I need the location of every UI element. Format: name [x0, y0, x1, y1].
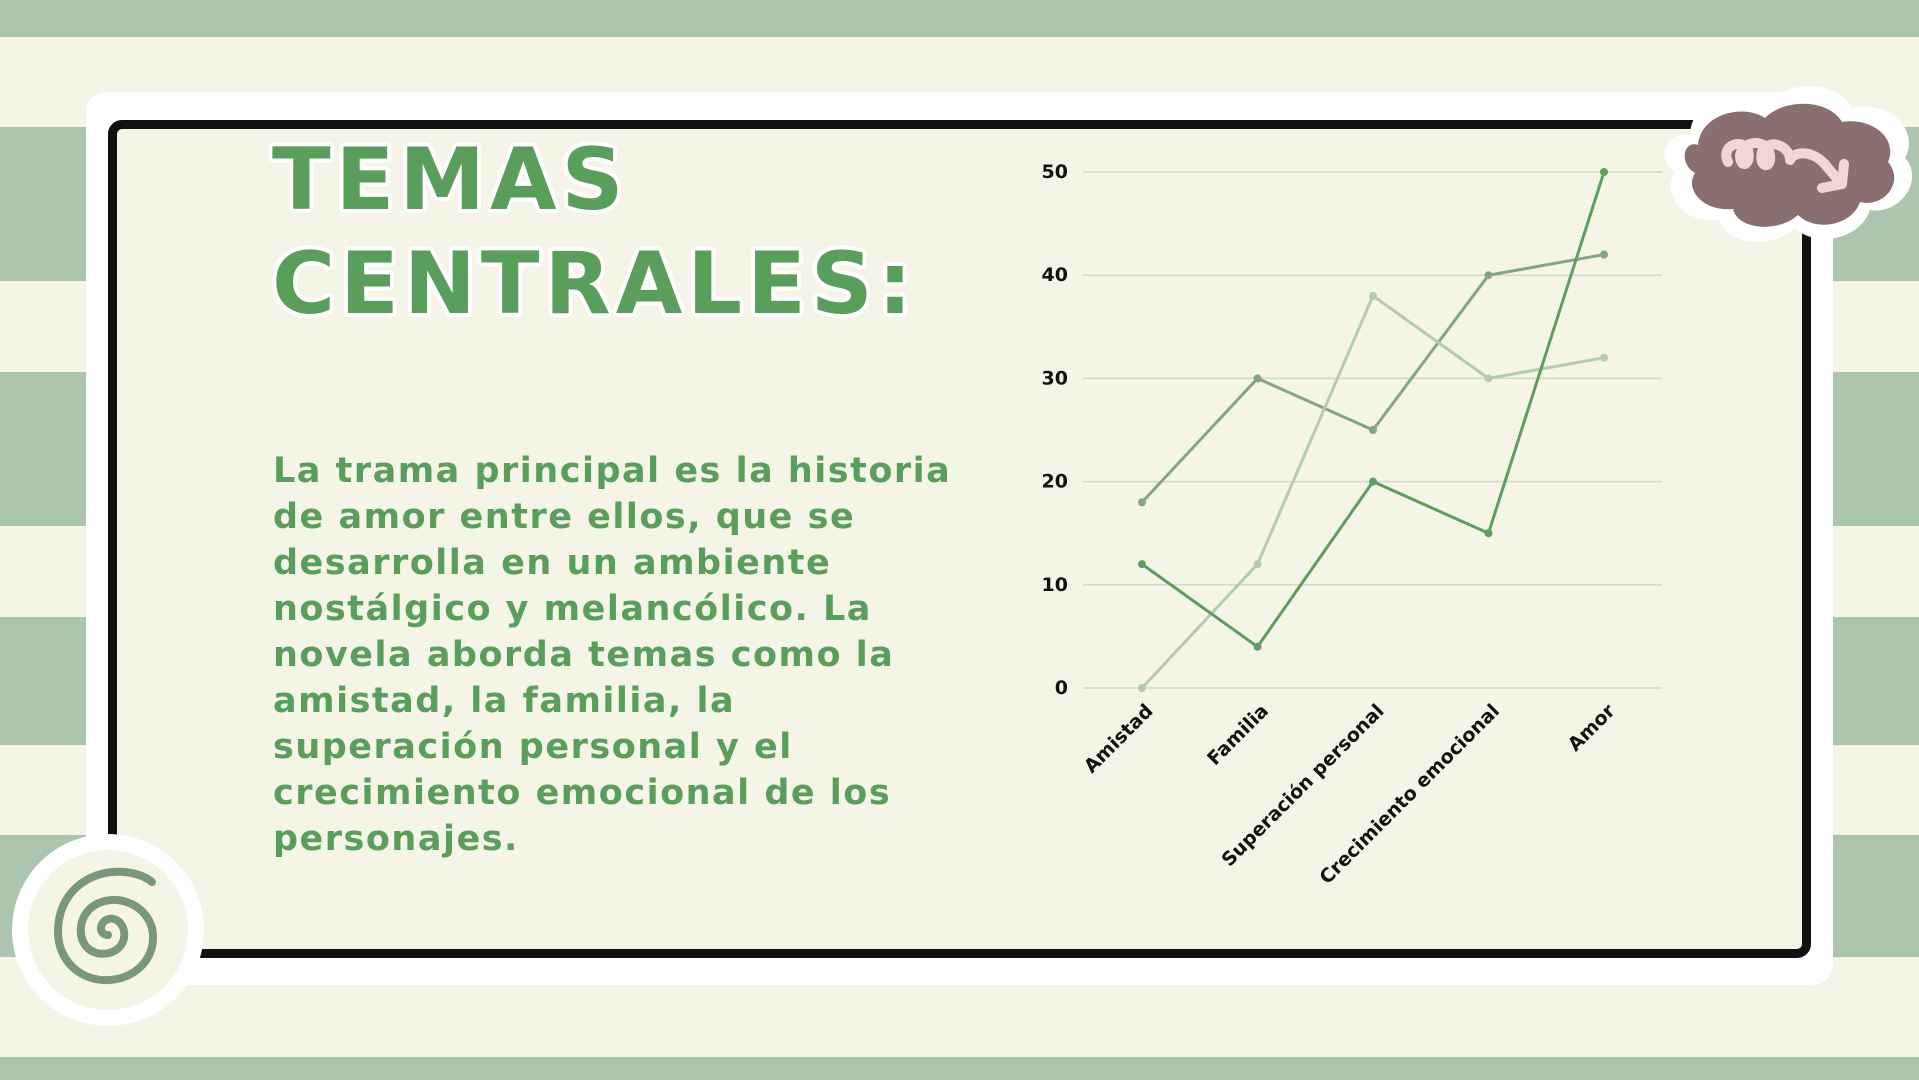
x-tick-label: Amor — [1564, 700, 1620, 756]
y-tick-label: 40 — [1042, 264, 1068, 286]
data-point — [1369, 426, 1377, 434]
background-stripe — [0, 0, 1919, 37]
data-point — [1600, 353, 1608, 362]
background-stripe — [0, 1057, 1919, 1080]
y-tick-label: 10 — [1042, 574, 1068, 596]
title-line-1: TEMAS — [272, 130, 629, 230]
slide-title: TEMAS CENTRALES: — [272, 128, 972, 336]
data-point — [1138, 560, 1146, 569]
data-point — [1253, 642, 1262, 651]
data-point — [1600, 168, 1608, 176]
data-point — [1369, 477, 1377, 486]
title-line-2: CENTRALES: — [272, 234, 918, 334]
data-point — [1138, 498, 1146, 507]
data-point — [1138, 684, 1146, 692]
data-point — [1369, 291, 1377, 300]
data-point — [1484, 529, 1493, 538]
data-point — [1484, 271, 1493, 280]
data-point — [1600, 250, 1608, 259]
body-paragraph: La trama principal es la historia de amo… — [273, 451, 952, 859]
y-tick-label: 0 — [1055, 677, 1068, 699]
data-point — [1484, 374, 1493, 383]
x-tick-label: Familia — [1203, 700, 1273, 770]
series-line — [1140, 294, 1605, 690]
y-tick-label: 50 — [1042, 161, 1068, 183]
slide-frame — [108, 120, 1811, 958]
y-tick-label: 20 — [1042, 471, 1068, 493]
data-point — [1253, 374, 1262, 383]
data-point — [1253, 560, 1262, 569]
x-tick-label: Amistad — [1080, 700, 1158, 778]
y-tick-label: 30 — [1042, 367, 1068, 389]
series-line — [1141, 171, 1606, 649]
